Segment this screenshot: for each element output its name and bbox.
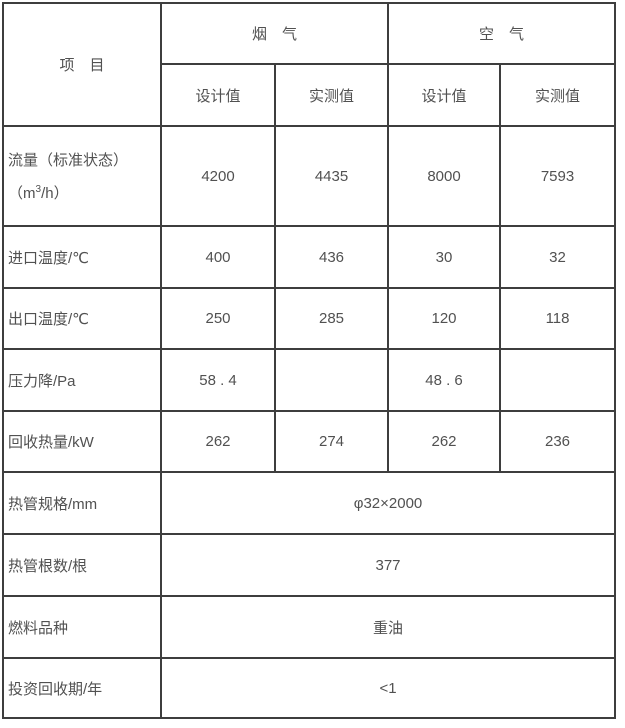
- header-fluegas-design-cell: 设计值: [160, 63, 276, 127]
- cell-inlet-fluegas-measured: 436: [273, 225, 390, 289]
- row-label-pipe-count: 热管根数/根: [2, 533, 162, 597]
- cell-flow-fluegas-design: 4200: [160, 125, 276, 227]
- table-row-pipe-count: 热管根数/根 377: [2, 533, 617, 597]
- cell-flow-air-design: 8000: [387, 125, 502, 227]
- table-row-recovered-heat: 回收热量/kW 262 274 262 236: [2, 410, 617, 473]
- header-fluegas-measured-cell: 实测值: [273, 63, 390, 127]
- table-row-flow: 流量（标准状态） （m3/h） 4200 4435 8000 7593: [2, 125, 617, 227]
- cell-outlet-fluegas-design: 250: [160, 287, 276, 350]
- row-label-payback-period: 投资回收期/年: [2, 657, 162, 719]
- cell-pipe-count-value: 377: [159, 533, 617, 597]
- flow-unit-prefix: （m: [8, 185, 36, 202]
- cell-pressure-fluegas-measured: [273, 348, 390, 412]
- flow-label-line2: （m3/h）: [8, 182, 159, 203]
- row-label-inlet-temp: 进口温度/℃: [2, 225, 162, 289]
- cell-outlet-fluegas-measured: 285: [273, 287, 390, 350]
- header-air-measured-cell: 实测值: [499, 63, 617, 127]
- cell-payback-period-value: <1: [159, 657, 617, 719]
- cell-pressure-fluegas-design: 58 . 4: [160, 348, 276, 412]
- cell-flow-fluegas-measured: 4435: [273, 125, 390, 227]
- cell-heat-fluegas-measured: 274: [273, 410, 390, 473]
- header-row-groups: 项 目 烟 气 空 气: [2, 2, 617, 127]
- header-item-cell: 项 目: [2, 2, 162, 127]
- row-label-pressure-drop: 压力降/Pa: [2, 348, 162, 412]
- cell-fuel-type-value: 重油: [159, 595, 617, 659]
- table-row-outlet-temp: 出口温度/℃ 250 285 120 118: [2, 287, 617, 350]
- cell-heat-air-measured: 236: [499, 410, 617, 473]
- table-row-pressure-drop: 压力降/Pa 58 . 4 48 . 6: [2, 348, 617, 412]
- row-label-recovered-heat: 回收热量/kW: [2, 410, 162, 473]
- flow-label-line1: 流量（标准状态）: [8, 152, 129, 169]
- table-row-fuel-type: 燃料品种 重油: [2, 595, 617, 659]
- heat-exchanger-spec-table: 项 目 烟 气 空 气 设计值 实测值 设计值 实测值 流量（标准状态） （m3…: [2, 2, 617, 719]
- cell-inlet-air-measured: 32: [499, 225, 617, 289]
- table-row-pipe-spec: 热管规格/mm φ32×2000: [2, 471, 617, 535]
- cell-outlet-air-design: 120: [387, 287, 502, 350]
- header-air-cell: 空 气: [387, 2, 617, 65]
- cell-inlet-air-design: 30: [387, 225, 502, 289]
- cell-pipe-spec-value: φ32×2000: [159, 471, 617, 535]
- row-label-pipe-spec: 热管规格/mm: [2, 471, 162, 535]
- row-label-outlet-temp: 出口温度/℃: [2, 287, 162, 350]
- cell-outlet-air-measured: 118: [499, 287, 617, 350]
- row-label-flow: 流量（标准状态） （m3/h）: [2, 125, 162, 227]
- cell-inlet-fluegas-design: 400: [160, 225, 276, 289]
- header-flue-gas-cell: 烟 气: [159, 2, 390, 65]
- cell-heat-fluegas-design: 262: [160, 410, 276, 473]
- cell-pressure-air-design: 48 . 6: [387, 348, 502, 412]
- flow-unit-superscript: 3: [35, 184, 42, 195]
- table-row-payback-period: 投资回收期/年 <1: [2, 657, 617, 719]
- cell-pressure-air-measured: [499, 348, 617, 412]
- cell-heat-air-design: 262: [387, 410, 502, 473]
- cell-flow-air-measured: 7593: [499, 125, 617, 227]
- table-row-inlet-temp: 进口温度/℃ 400 436 30 32: [2, 225, 617, 289]
- row-label-fuel-type: 燃料品种: [2, 595, 162, 659]
- header-air-design-cell: 设计值: [387, 63, 502, 127]
- header-row-subcolumns: 设计值 实测值 设计值 实测值: [3, 63, 617, 127]
- flow-unit-suffix: /h）: [41, 185, 69, 202]
